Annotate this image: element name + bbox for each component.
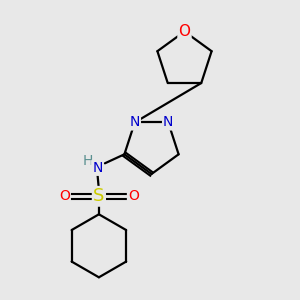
Text: O: O <box>128 189 139 203</box>
Text: O: O <box>178 24 190 39</box>
Text: N: N <box>92 161 103 175</box>
Text: O: O <box>59 189 70 203</box>
Text: N: N <box>163 116 173 129</box>
Text: H: H <box>82 154 93 168</box>
Text: S: S <box>93 187 105 205</box>
Text: N: N <box>130 116 140 129</box>
